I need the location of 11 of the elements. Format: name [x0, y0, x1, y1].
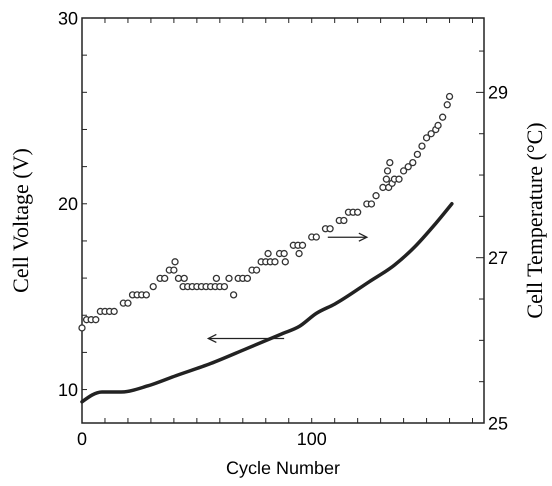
y2-tick-label: 25 [488, 413, 508, 434]
y-tick-label: 10 [58, 380, 78, 400]
y-tick-label: 20 [58, 194, 78, 214]
y-axis-title: Cell Voltage (V) [8, 148, 33, 293]
y2-axis-title: Cell Temperature (°C) [522, 122, 547, 319]
y2-tick-label: 27 [488, 248, 508, 268]
y-tick-label: 30 [58, 8, 78, 28]
x-tick-label: 0 [76, 429, 88, 449]
x-tick-label: 100 [296, 429, 327, 449]
x-axis-title: Cycle Number [226, 458, 340, 478]
y2-tick-label: 29 [488, 82, 508, 103]
